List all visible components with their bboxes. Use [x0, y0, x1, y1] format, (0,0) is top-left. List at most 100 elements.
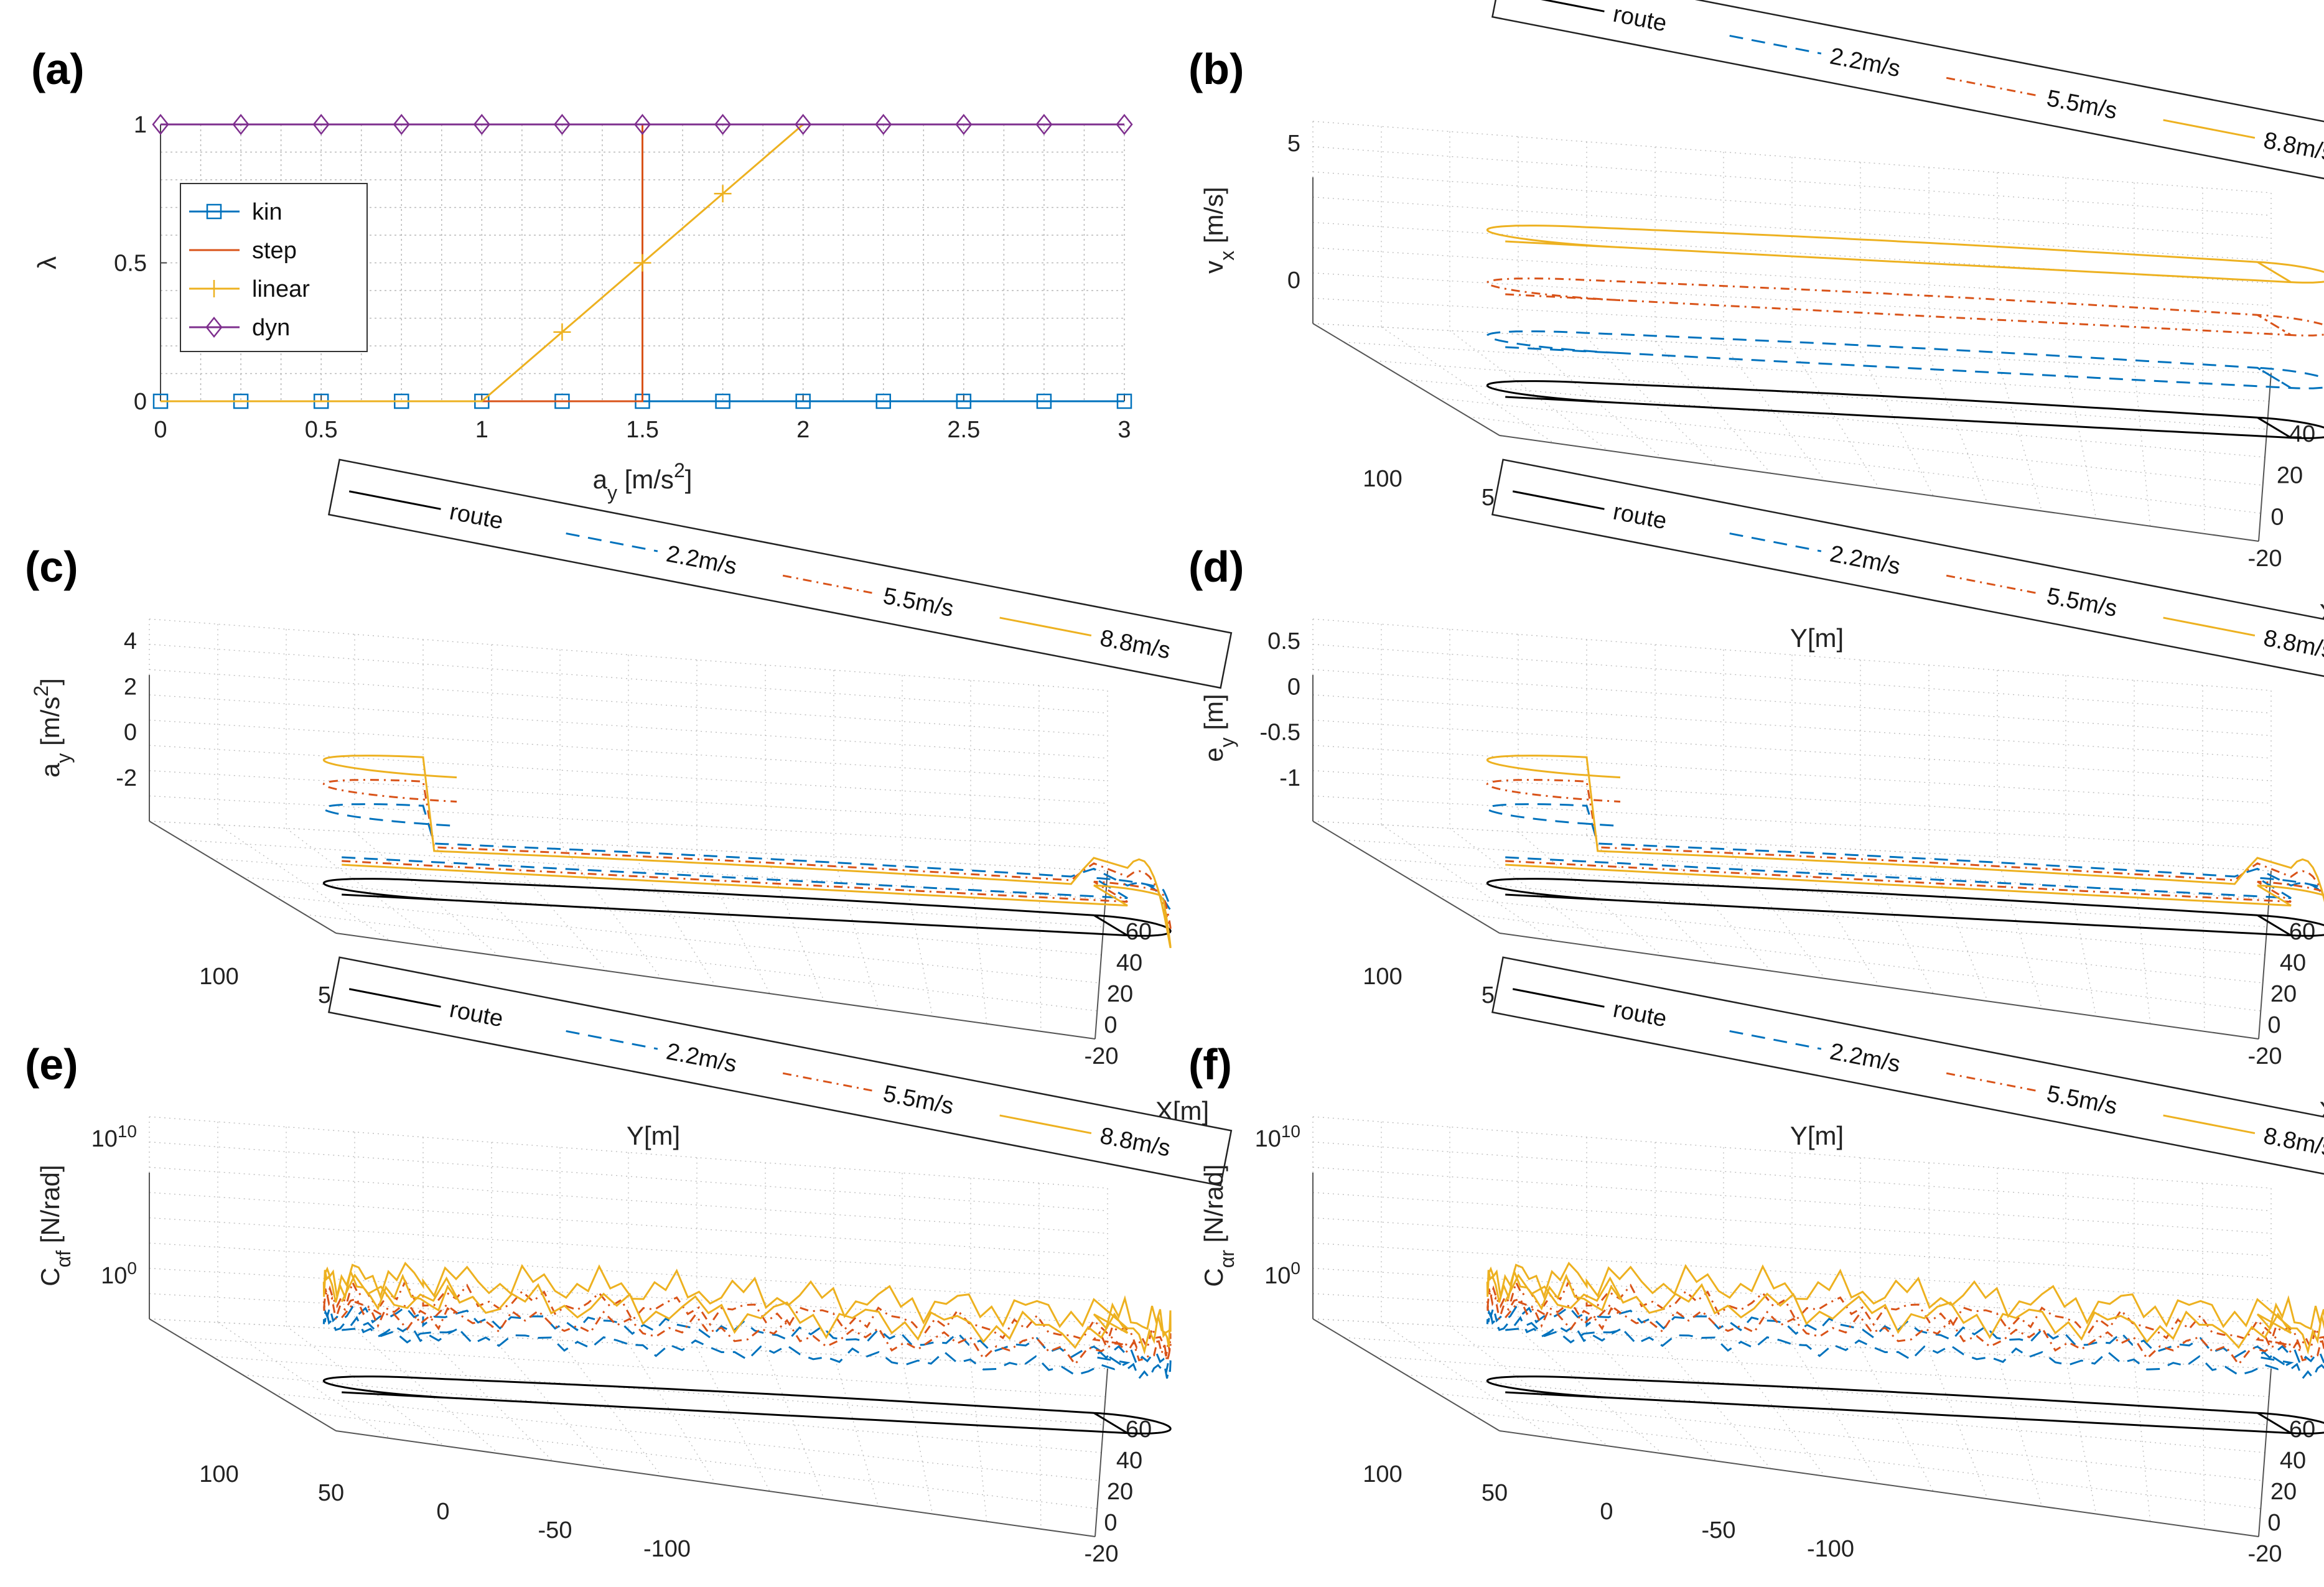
series-linear-point: [553, 323, 571, 341]
series-dyn-point: [714, 113, 732, 136]
x-tick-label: 2: [796, 417, 810, 443]
grid-line: [970, 863, 987, 1024]
series-2-2ms-line: [322, 803, 1172, 911]
grid-line: [1406, 877, 2266, 956]
panel-label: (f): [1188, 1040, 1232, 1089]
legend-entry-linear: linear: [252, 276, 310, 302]
x-axis: [2258, 870, 2272, 1040]
x-tick-label: 60: [2289, 1417, 2315, 1443]
series-8-8ms-line: [1486, 1262, 2324, 1355]
legend-swatch: [1946, 77, 2038, 97]
legend-swatch: [566, 532, 658, 552]
x-axis-label: X[m]: [2319, 1096, 2324, 1125]
grid-line: [2134, 366, 2151, 526]
grid-line: [696, 1347, 770, 1492]
x-axis: [1094, 1368, 1108, 1537]
y-tick-label: 100: [199, 1461, 238, 1487]
y-tick-label: -50: [1702, 1517, 1736, 1543]
grid-line: [286, 1325, 445, 1446]
legend-box: [327, 956, 1233, 1187]
legend-swatch: [2163, 617, 2256, 637]
series-5-5ms-line: [1486, 277, 2324, 337]
grid-3d: [1312, 121, 2272, 542]
grid-3d: [1312, 618, 2272, 1040]
series-linear-point: [714, 185, 732, 203]
legend-box: [327, 458, 1233, 689]
grid-line: [149, 795, 1108, 849]
legend-swatch: [782, 1072, 875, 1092]
z-axis-label: Cαr [N/rad]: [1199, 1164, 1238, 1287]
front-axis: [335, 1430, 1096, 1537]
x-axis: [2258, 373, 2272, 542]
legend-swatch: [1729, 34, 1822, 55]
legend-swatch: [1512, 0, 1605, 12]
legend-entry-kin: kin: [252, 199, 282, 225]
legend-swatch: [999, 617, 1092, 637]
x-tick-label: 40: [1116, 1448, 1142, 1474]
grid-line: [1312, 821, 2272, 872]
y-tick-label: 1: [134, 112, 147, 138]
grid-line: [1312, 745, 2272, 804]
y-axis: [1312, 1318, 1500, 1431]
legend-box: [1491, 0, 2324, 192]
grid-line: [1312, 323, 2272, 374]
grid-line: [1343, 1337, 2269, 1397]
series-5-5ms-line: [322, 1279, 1172, 1366]
grid-line: [1312, 171, 2272, 239]
grid-line: [1381, 824, 1554, 941]
grid-line: [242, 877, 1102, 956]
legend-box: [1491, 956, 2324, 1187]
grid-line: [149, 643, 1108, 714]
series-dyn-point: [795, 113, 812, 136]
y-tick-label: 0.5: [114, 251, 147, 277]
grid-line: [1312, 618, 2272, 691]
grid-line: [1312, 1318, 2272, 1369]
grid-line: [149, 770, 1108, 827]
front-axis: [1499, 435, 2259, 542]
series-route-line: [1486, 1375, 2324, 1435]
grid-line: [304, 1412, 1098, 1509]
grid-line: [1343, 342, 2269, 402]
grid-line: [970, 1361, 987, 1522]
y-tick-label: 0: [1600, 1499, 1613, 1525]
y-axis: [1312, 821, 1500, 934]
y-tick-label: 50: [1482, 1480, 1508, 1506]
series-kin-point: [956, 393, 972, 409]
grid-line: [2134, 863, 2151, 1024]
x-tick-label: -20: [2248, 546, 2282, 572]
series-linear-point: [633, 254, 651, 272]
series-5-5ms-line: [1486, 779, 2324, 903]
grid-line: [696, 849, 770, 994]
x-tick-label: 0: [2267, 1510, 2280, 1536]
legend-swatch: [999, 1114, 1092, 1135]
x-axis-label: ay [m/s2]: [593, 459, 693, 504]
series-dyn-point: [633, 113, 651, 136]
x-tick-label: 2.5: [947, 417, 980, 443]
series-2-2ms-line: [1486, 803, 2324, 900]
x-tick-label: 60: [2289, 919, 2315, 945]
front-axis: [1499, 933, 2259, 1040]
series-8-8ms-line: [322, 1262, 1172, 1355]
legend-swatch: [566, 1030, 658, 1050]
series-route-line: [1486, 878, 2324, 937]
grid-line: [1928, 853, 1988, 1002]
z-axis-label: Cαf [N/rad]: [35, 1165, 75, 1286]
series-kin-point: [1036, 393, 1052, 409]
x-tick-label: 40: [2289, 421, 2315, 447]
y-axis: [149, 1318, 337, 1431]
panel-label: (b): [1188, 45, 1244, 93]
grid-line: [1312, 146, 2272, 216]
grid-line: [1312, 221, 2272, 284]
series-dyn-point: [955, 113, 973, 136]
grid-line: [1449, 330, 1608, 451]
y-tick-label: 50: [318, 1480, 344, 1506]
grid-line: [1997, 1354, 2043, 1507]
grid-line: [149, 1116, 1108, 1189]
grid-line: [149, 1242, 1108, 1301]
grid-line: [1928, 355, 1988, 504]
series-5-5ms-line: [1486, 1279, 2324, 1366]
panel-e: (e)1001010100500-50-100-200204060Y[m]X[m…: [25, 956, 1233, 1567]
legend-swatch: [1946, 574, 2038, 595]
grid-line: [1312, 1217, 2272, 1279]
